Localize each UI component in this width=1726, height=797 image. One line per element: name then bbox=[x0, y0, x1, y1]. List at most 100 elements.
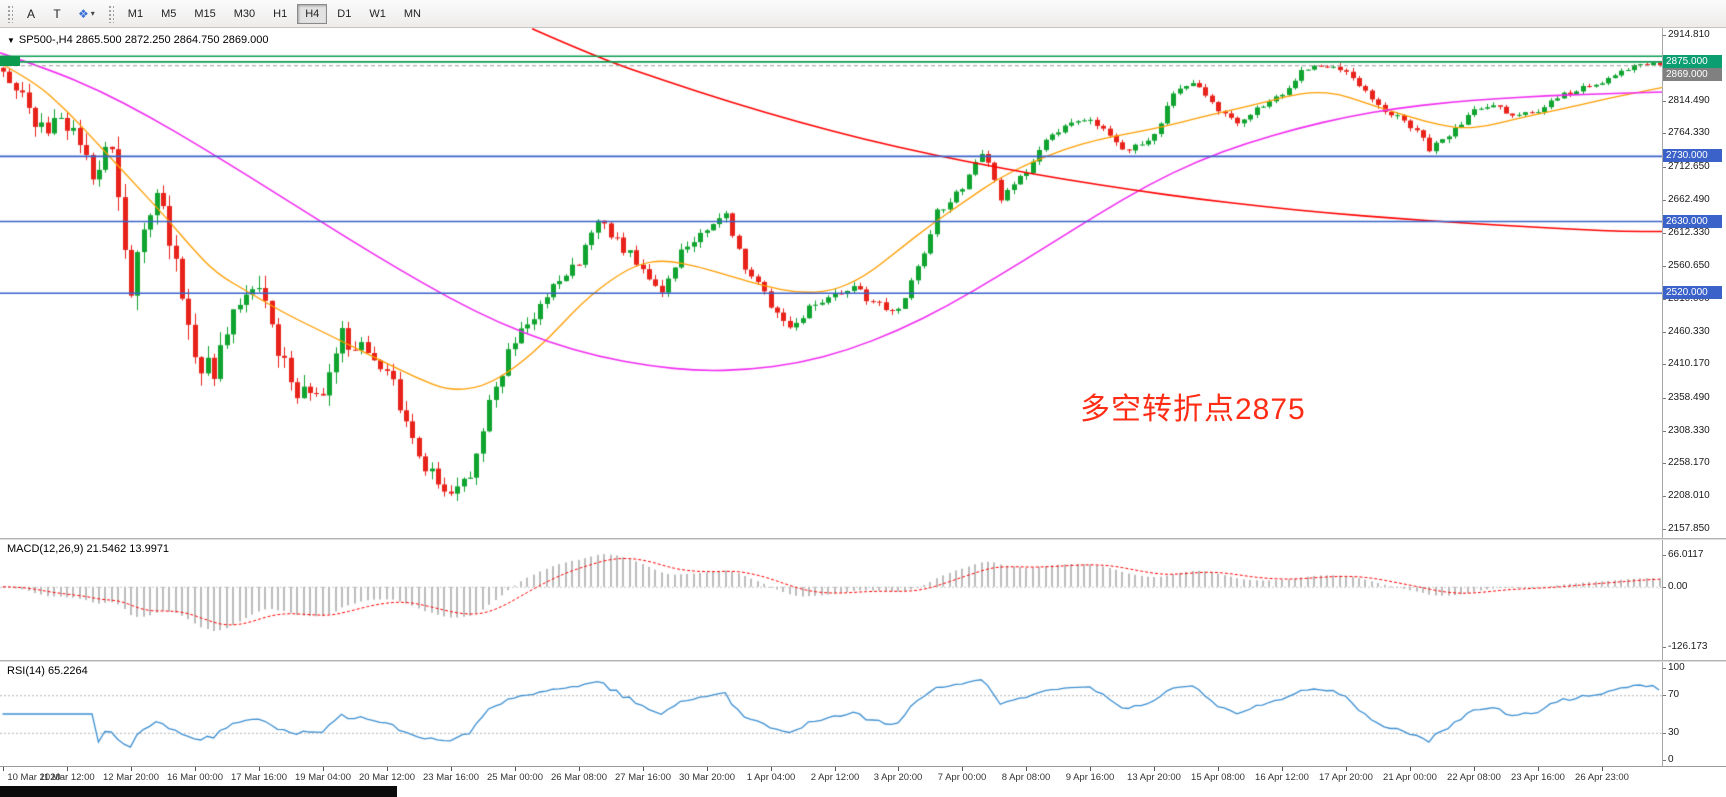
price-tick-label: 2410.170 bbox=[1663, 358, 1710, 370]
time-tick-label: 19 Mar 04:00 bbox=[295, 772, 351, 783]
time-tick-label: 23 Mar 16:00 bbox=[423, 772, 479, 783]
chart-ohlc-header: ▼ SP500-,H4 2865.500 2872.250 2864.750 28… bbox=[7, 34, 268, 46]
timeframe-button-m5[interactable]: M5 bbox=[153, 4, 184, 24]
time-tick-label: 3 Apr 20:00 bbox=[873, 772, 923, 783]
macd-axis: 66.0117 0.00 -126.173 bbox=[1662, 540, 1726, 660]
time-tick-label: 26 Apr 23:00 bbox=[1575, 772, 1629, 783]
drawing-tool-button[interactable]: ❖ ▾ bbox=[71, 3, 102, 25]
type-tool-button[interactable]: T bbox=[45, 3, 69, 25]
time-tick-mark bbox=[771, 767, 772, 771]
time-tick-label: 27 Mar 16:00 bbox=[615, 772, 671, 783]
time-tick-label: 16 Mar 00:00 bbox=[167, 772, 223, 783]
rsi-tick-label: 100 bbox=[1663, 662, 1685, 673]
time-tick-mark bbox=[1474, 767, 1475, 771]
time-tick-mark bbox=[259, 767, 260, 771]
price-tick-label: 2308.330 bbox=[1663, 424, 1710, 436]
time-tick-mark bbox=[1218, 767, 1219, 771]
time-tick-mark bbox=[387, 767, 388, 771]
chart-annotation-text: 多空转折点2875 bbox=[1080, 393, 1306, 426]
price-tick-label: 2258.170 bbox=[1663, 457, 1710, 469]
bottom-strip bbox=[0, 784, 1726, 797]
toolbar: A T ❖ ▾ M1 M5 M15 M30 H1 H4 D1 W1 MN bbox=[0, 0, 1726, 28]
rsi-tick-label: 30 bbox=[1662, 726, 1680, 738]
rsi-axis: 100 70 30 0 bbox=[1662, 662, 1726, 766]
macd-tick-label: 66.0117 bbox=[1662, 549, 1704, 561]
text-tool-button[interactable]: A bbox=[19, 3, 43, 25]
hline-left-flag bbox=[0, 56, 20, 67]
price-tick-label: 2914.810 bbox=[1663, 29, 1710, 41]
time-tick-mark bbox=[3, 767, 4, 771]
toolbar-grip-icon[interactable] bbox=[7, 4, 13, 23]
time-tick-label: 8 Apr 08:00 bbox=[1001, 772, 1051, 783]
timeframe-toolbar: M1 M5 M15 M30 H1 H4 D1 W1 MN bbox=[119, 3, 430, 24]
time-tick-mark bbox=[835, 767, 836, 771]
dropdown-caret-icon: ▾ bbox=[90, 9, 95, 18]
time-tick-label: 12 Mar 20:00 bbox=[103, 772, 159, 783]
time-tick-mark bbox=[323, 767, 324, 771]
time-tick-label: 15 Apr 08:00 bbox=[1191, 772, 1245, 783]
rsi-canvas[interactable] bbox=[0, 662, 1663, 766]
time-tick-mark bbox=[962, 767, 963, 771]
price-tick-label: 2460.330 bbox=[1663, 325, 1710, 337]
price-tick-label: 2208.010 bbox=[1663, 490, 1710, 502]
line-price-label: 2630.000 bbox=[1663, 214, 1722, 228]
time-tick-mark bbox=[643, 767, 644, 771]
time-tick-mark bbox=[579, 767, 580, 771]
macd-panel: MACD(12,26,9) 21.5462 13.9971 66.0117 0.0… bbox=[0, 540, 1726, 660]
timeframe-button-mn[interactable]: MN bbox=[396, 4, 429, 24]
time-tick-label: 17 Mar 16:00 bbox=[231, 772, 287, 783]
price-tick-label: 2764.330 bbox=[1663, 127, 1710, 139]
macd-canvas[interactable] bbox=[0, 540, 1663, 660]
time-tick-mark bbox=[195, 767, 196, 771]
time-tick-mark bbox=[515, 767, 516, 771]
symbol-menu-icon[interactable]: ▼ bbox=[7, 36, 15, 45]
panel-divider[interactable] bbox=[0, 660, 1726, 662]
time-tick-label: 16 Apr 12:00 bbox=[1255, 772, 1309, 783]
time-tick-mark bbox=[707, 767, 708, 771]
timeframe-button-h1[interactable]: H1 bbox=[265, 4, 295, 24]
panel-divider[interactable] bbox=[0, 538, 1726, 540]
time-tick-mark bbox=[1026, 767, 1027, 771]
time-tick-mark bbox=[1154, 767, 1155, 771]
timeframe-button-m15[interactable]: M15 bbox=[186, 4, 223, 24]
time-tick-label: 23 Apr 16:00 bbox=[1511, 772, 1565, 783]
macd-tick-label: 0.00 bbox=[1662, 580, 1688, 592]
time-tick-label: 25 Mar 00:00 bbox=[487, 772, 543, 783]
time-tick-label: 1 Apr 04:00 bbox=[746, 772, 796, 783]
time-tick-mark bbox=[131, 767, 132, 771]
time-tick-label: 30 Mar 20:00 bbox=[679, 772, 735, 783]
timeframe-button-w1[interactable]: W1 bbox=[361, 4, 394, 24]
time-tick-label: 7 Apr 00:00 bbox=[937, 772, 987, 783]
timeframe-button-h4[interactable]: H4 bbox=[297, 3, 328, 24]
chart-ohlc-text: SP500-,H4 2865.500 2872.250 2864.750 286… bbox=[18, 34, 269, 46]
time-tick-label: 2 Apr 12:00 bbox=[810, 772, 860, 783]
toolbar-grip-icon[interactable] bbox=[107, 4, 114, 23]
time-tick-mark bbox=[1410, 767, 1411, 771]
time-tick-label: 17 Apr 20:00 bbox=[1319, 772, 1373, 783]
rsi-panel: RSI(14) 65.2264 100 70 30 0 bbox=[0, 662, 1726, 766]
time-tick-label: 22 Apr 08:00 bbox=[1447, 772, 1501, 783]
timeframe-button-m30[interactable]: M30 bbox=[226, 4, 263, 24]
rsi-tick-label: 0 bbox=[1663, 754, 1674, 765]
price-tick-label: 2612.330 bbox=[1663, 226, 1710, 238]
price-tick-label: 2712.650 bbox=[1663, 161, 1710, 173]
time-tick-mark bbox=[1346, 767, 1347, 771]
time-axis[interactable]: 10 Mar 2020 11 Mar 12:00 12 Mar 20:00 16 Ma… bbox=[0, 766, 1726, 784]
taskbar-fragment bbox=[0, 786, 397, 797]
time-tick-mark bbox=[1282, 767, 1283, 771]
price-tick-label: 2814.490 bbox=[1663, 94, 1710, 106]
timeframe-button-d1[interactable]: D1 bbox=[329, 4, 359, 24]
macd-label: MACD(12,26,9) 21.5462 13.9971 bbox=[7, 543, 170, 555]
timeframe-button-m1[interactable]: M1 bbox=[120, 4, 151, 24]
price-chart-canvas[interactable] bbox=[0, 28, 1663, 538]
time-tick-mark bbox=[1538, 767, 1539, 771]
price-axis: 2914.8102864.6502814.4902764.3302712.650… bbox=[1662, 28, 1726, 538]
time-tick-mark bbox=[898, 767, 899, 771]
price-tick-label: 2560.650 bbox=[1663, 260, 1710, 272]
rsi-label: RSI(14) 65.2264 bbox=[7, 665, 88, 677]
price-tick-label: 2358.490 bbox=[1663, 392, 1710, 404]
time-tick-label: 10 Mar 2020 bbox=[7, 772, 61, 783]
time-tick-label: 9 Apr 16:00 bbox=[1065, 772, 1115, 783]
line-price-label: 2730.000 bbox=[1663, 149, 1722, 163]
